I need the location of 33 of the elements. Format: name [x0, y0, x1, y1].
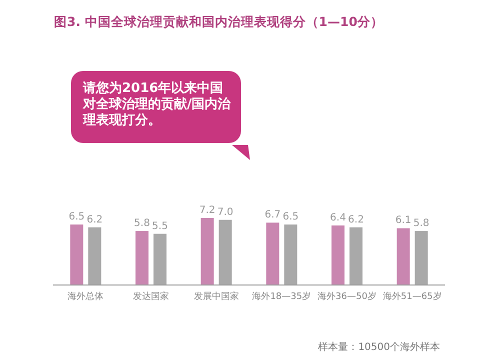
- data-label: 6.4: [330, 212, 346, 224]
- bar: [284, 224, 298, 285]
- data-label: 5.8: [413, 218, 430, 230]
- bar: [414, 231, 428, 285]
- data-label: 6.7: [264, 210, 281, 221]
- bar: [88, 227, 102, 285]
- data-label: 6.1: [395, 215, 412, 226]
- text: 样本量：10500个海外样本: [318, 340, 440, 354]
- data-label: 5.8: [134, 218, 150, 230]
- x-tick-label: 海外18—35岁: [252, 291, 312, 302]
- data-label: 6.5: [68, 212, 85, 223]
- x-tick-label: 海外总体: [68, 291, 104, 302]
- data-label: 6.2: [86, 214, 103, 226]
- bar: [396, 228, 410, 285]
- data-label: 7.0: [217, 206, 234, 218]
- bar: [350, 227, 362, 285]
- bar: [218, 220, 232, 285]
- x-tick-label: 海外36—50岁: [318, 291, 376, 302]
- text: 请您为2016年以来中国对全球治理的贡献/国内治理表现打分。: [71, 71, 241, 143]
- bar: [70, 224, 84, 285]
- bar: [266, 222, 280, 285]
- bar: [154, 234, 166, 285]
- x-tick-label: 海外51—65岁: [382, 291, 442, 302]
- data-label: 7.2: [199, 205, 216, 216]
- data-label: 6.5: [282, 212, 299, 223]
- data-label: 5.5: [152, 220, 168, 232]
- bar: [200, 218, 214, 285]
- chart-title: 图3. 中国全球治理贡献和国内治理表现得分（1—10分）: [54, 14, 384, 31]
- x-tick-label: 发达国家: [133, 291, 169, 302]
- x-tick-label: 发展中国家: [194, 291, 239, 302]
- bar: [136, 231, 148, 285]
- data-label: 6.2: [348, 214, 364, 226]
- bar: [332, 225, 344, 285]
